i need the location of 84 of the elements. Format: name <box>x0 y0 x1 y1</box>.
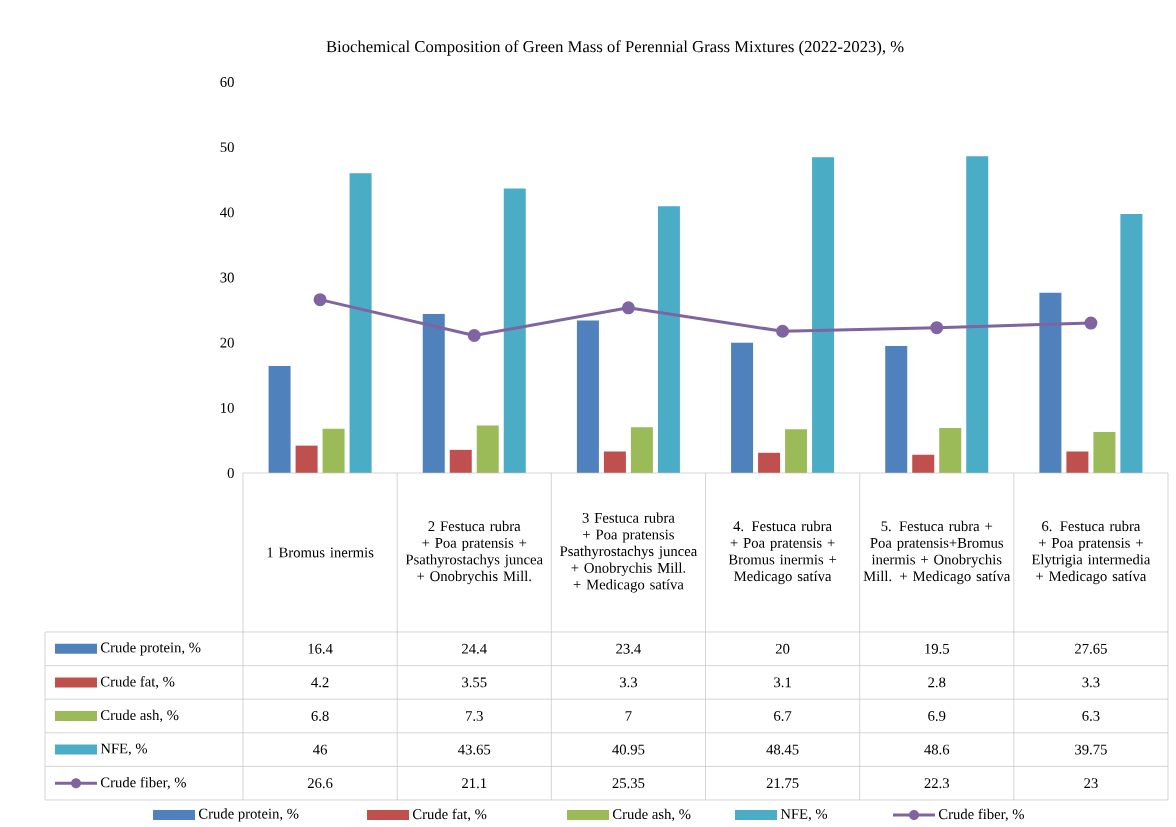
legend-label: Crude fiber, % <box>100 776 186 790</box>
legend-label: Crude fat, % <box>100 676 175 689</box>
bar <box>1066 451 1089 473</box>
text: Crude ash, % <box>612 808 691 822</box>
data-label: 6.8 <box>311 711 329 721</box>
data-label: 3.1 <box>774 677 791 688</box>
point <box>467 329 481 342</box>
data-label: 6.3 <box>1082 711 1100 721</box>
x-tick-label: 1 Bromus inermis <box>267 547 374 558</box>
bar <box>885 345 908 473</box>
data-label: 19.5 <box>925 643 950 654</box>
y-tick-label: 60 <box>220 77 234 87</box>
y-tick-label: 30 <box>220 272 234 283</box>
data-label: 43.65 <box>458 744 491 755</box>
bar <box>657 206 680 473</box>
data-label: 7.3 <box>466 711 483 721</box>
bar <box>349 173 372 473</box>
data-label: 48.45 <box>766 744 799 755</box>
data-label: 39.75 <box>1075 744 1107 755</box>
data-label: 6.9 <box>928 711 946 721</box>
x-tick-label: 5. Festuca rubra + Poa pratensis+Bromus inermis + Onobrychis Mill. + Medicago satíva <box>863 520 1011 585</box>
bar <box>476 425 499 473</box>
data-label: 23.4 <box>616 643 642 654</box>
data-label: 40.95 <box>612 744 645 755</box>
bar <box>322 428 345 473</box>
data-label: 25.35 <box>612 778 645 789</box>
text: Crude protein, % <box>198 808 299 822</box>
legend-label: NFE, % <box>780 808 828 821</box>
legend-label: Crude ash, % <box>100 709 179 723</box>
data-label: 6.7 <box>774 711 792 721</box>
bar <box>1039 292 1062 473</box>
point <box>1084 316 1098 330</box>
point <box>621 301 635 315</box>
x-tick-label: 6. Festuca rubra + Poa pratensis + Elytrigia intermedia + Medicago satíva <box>1031 520 1151 585</box>
legend-label: Crude protein, % <box>100 642 201 656</box>
x-tick-label: 4. Festuca rubra + Poa pratensis + Bromus inermis + Medicago satíva <box>728 520 837 585</box>
chart-title: Biochemical Composition of Green Mass of Perennial Grass Mixtures (2022-2023), % <box>326 40 904 56</box>
y-tick-label: 50 <box>220 142 234 153</box>
bar <box>576 320 599 473</box>
data-label: 26.6 <box>307 778 333 789</box>
bar <box>503 188 526 473</box>
data-label: 46 <box>313 744 327 755</box>
data-label: 22.3 <box>924 778 950 789</box>
data-label: 24.4 <box>462 643 487 654</box>
data-label: 23 <box>1084 778 1098 789</box>
bar <box>1120 213 1143 473</box>
x-tick-label: 3 Festuca rubra + Poa pratensis Psathyrostachys juncea + Onobrychis Mill. + Medicago satíva <box>560 512 698 593</box>
text: Crude fat, % <box>412 808 487 822</box>
bar <box>268 366 291 473</box>
data-label: 27.65 <box>1075 643 1107 654</box>
bar <box>939 428 962 473</box>
bar <box>731 342 754 473</box>
data-label: 2.8 <box>928 677 946 688</box>
bar <box>449 449 472 473</box>
data-label: 3.3 <box>1082 677 1100 688</box>
bar <box>966 156 989 473</box>
y-tick-label: 0 <box>227 468 234 478</box>
data-label: 20 <box>775 643 790 654</box>
data-label: 48.6 <box>924 744 950 755</box>
bar <box>912 454 935 473</box>
data-label: 21.75 <box>766 778 799 789</box>
y-tick-label: 10 <box>221 402 234 413</box>
bar <box>295 445 318 473</box>
x-tick-label: 2 Festuca rubra + Poa pratensis + Psathyrostachys juncea + Onobrychis Mill. <box>405 520 543 585</box>
data-label: 4.2 <box>311 677 329 688</box>
data-label: 3.55 <box>462 677 487 688</box>
bar <box>630 427 653 473</box>
data-label: 16.4 <box>308 643 333 654</box>
text: Crude fiber, % <box>938 808 1024 822</box>
text: NFE, % <box>100 743 148 756</box>
y-tick-label: 40 <box>220 207 234 218</box>
bar <box>785 429 808 473</box>
bar <box>1093 431 1116 473</box>
point <box>313 293 327 307</box>
point <box>776 324 790 338</box>
bar <box>422 313 445 473</box>
data-label: 7 <box>625 711 632 721</box>
bar <box>603 451 626 473</box>
data-label: 21.1 <box>462 778 487 789</box>
bar <box>758 452 781 473</box>
y-tick-label: 20 <box>220 337 234 348</box>
data-label: 3.3 <box>619 677 638 688</box>
point <box>930 321 944 335</box>
bar <box>812 157 835 473</box>
